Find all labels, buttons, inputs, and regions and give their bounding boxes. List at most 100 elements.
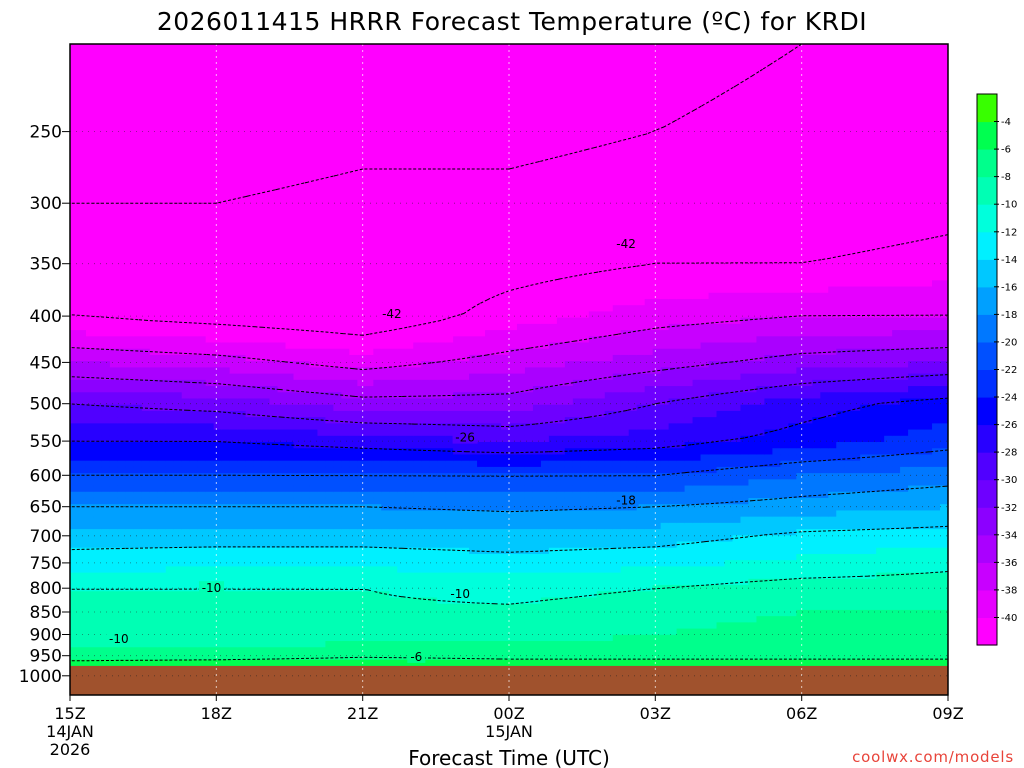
temperature-cell [309, 280, 319, 288]
temperature-cell [77, 497, 87, 505]
temperature-cell [125, 553, 135, 561]
temperature-cell [461, 286, 470, 294]
temperature-cell [429, 423, 438, 431]
temperature-cell [181, 386, 191, 393]
temperature-cell [117, 317, 127, 325]
temperature-cell [325, 354, 334, 362]
temperature-cell [109, 547, 119, 555]
temperature-cell [277, 50, 287, 58]
temperature-cell [429, 162, 438, 169]
temperature-cell [437, 112, 446, 120]
temperature-cell [205, 442, 215, 449]
temperature-cell [453, 497, 462, 505]
temperature-cell [341, 274, 350, 281]
temperature-cell [277, 634, 287, 642]
temperature-cell [189, 342, 199, 350]
temperature-cell [189, 423, 199, 431]
temperature-cell [253, 354, 263, 362]
temperature-cell [453, 62, 462, 70]
temperature-cell [93, 131, 103, 138]
temperature-cell [269, 68, 279, 76]
temperature-cell [269, 553, 279, 561]
temperature-cell [429, 547, 438, 555]
temperature-cell [381, 522, 390, 530]
temperature-cell [117, 442, 127, 449]
temperature-cell [397, 529, 406, 536]
temperature-cell [261, 529, 271, 536]
temperature-cell [221, 75, 231, 82]
temperature-cell [445, 454, 454, 462]
temperature-cell [373, 510, 382, 518]
temperature-cell [197, 485, 207, 493]
temperature-cell [277, 435, 287, 443]
temperature-cell [445, 62, 454, 70]
temperature-cell [85, 354, 95, 362]
temperature-cell [445, 118, 454, 126]
temperature-cell [117, 491, 127, 499]
temperature-cell [317, 454, 327, 462]
temperature-cell [133, 56, 143, 64]
temperature-cell [85, 118, 95, 126]
temperature-cell [357, 560, 366, 567]
temperature-cell [317, 286, 327, 294]
temperature-cell [125, 149, 135, 157]
temperature-cell [445, 305, 454, 313]
temperature-cell [141, 68, 151, 76]
temperature-cell [213, 653, 223, 661]
temperature-cell [125, 168, 135, 176]
temperature-cell [381, 628, 390, 636]
temperature-cell [109, 224, 119, 232]
temperature-cell [245, 99, 255, 107]
temperature-cell [101, 473, 111, 480]
temperature-cell [141, 417, 151, 424]
temperature-cell [253, 641, 263, 648]
temperature-cell [93, 410, 103, 418]
temperature-cell [253, 634, 263, 642]
temperature-cell [253, 603, 263, 611]
temperature-cell [197, 392, 207, 400]
temperature-cell [197, 255, 207, 263]
temperature-cell [445, 504, 454, 512]
temperature-cell [101, 541, 111, 549]
temperature-cell [309, 647, 319, 655]
temperature-cell [413, 348, 422, 356]
temperature-cell [213, 485, 223, 493]
temperature-cell [429, 81, 438, 89]
temperature-cell [173, 267, 183, 275]
temperature-cell [157, 466, 167, 474]
temperature-cell [173, 578, 183, 586]
temperature-cell [77, 566, 87, 574]
temperature-cell [365, 578, 374, 586]
temperature-cell [333, 367, 342, 375]
temperature-cell [261, 62, 271, 70]
temperature-cell [293, 330, 303, 337]
temperature-cell [381, 99, 390, 107]
temperature-cell [165, 379, 175, 387]
temperature-cell [205, 398, 215, 406]
temperature-cell [205, 50, 215, 58]
temperature-cell [389, 155, 398, 163]
temperature-cell [285, 585, 295, 592]
temperature-cell [253, 193, 263, 201]
temperature-cell [205, 510, 215, 518]
temperature-cell [229, 603, 239, 611]
temperature-cell [373, 354, 382, 362]
temperature-cell [341, 106, 350, 114]
temperature-cell [429, 255, 438, 263]
temperature-cell [421, 417, 430, 424]
temperature-cell [77, 298, 87, 306]
temperature-cell [165, 149, 175, 157]
temperature-cell [269, 249, 279, 257]
temperature-cell [445, 81, 454, 89]
temperature-cell [109, 249, 119, 257]
temperature-cell [125, 504, 135, 512]
temperature-cell [437, 516, 446, 524]
temperature-cell [125, 99, 135, 107]
temperature-cell [373, 373, 382, 381]
temperature-cell [213, 224, 223, 232]
temperature-cell [301, 529, 311, 536]
temperature-cell [189, 305, 199, 313]
temperature-cell [93, 647, 103, 655]
temperature-cell [93, 243, 103, 250]
temperature-cell [181, 174, 191, 182]
